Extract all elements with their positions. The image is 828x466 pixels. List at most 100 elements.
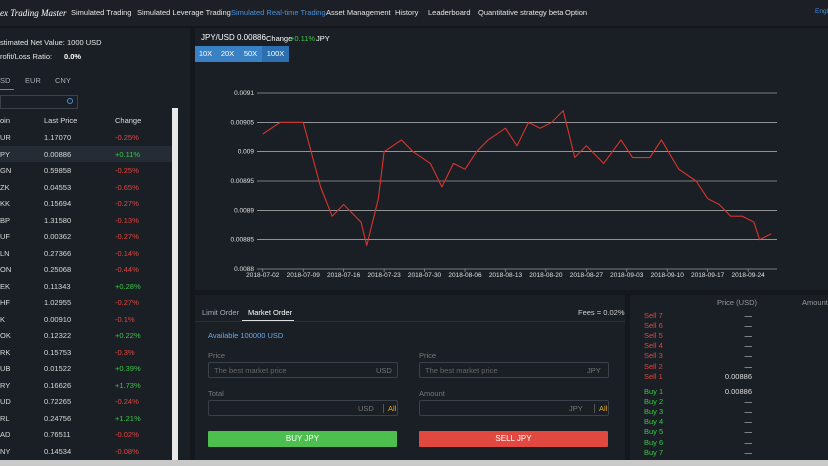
leverage-button[interactable]: 100X: [262, 46, 289, 62]
price-unit: USD: [376, 366, 392, 375]
book-price: —: [744, 341, 753, 351]
coin[interactable]: GN: [0, 166, 12, 175]
coin[interactable]: UR: [0, 133, 11, 142]
last-price: 0.59858: [44, 166, 72, 175]
change: -0.14%: [115, 248, 139, 258]
change: +0.11%: [115, 149, 141, 159]
list-scrollbar: [172, 108, 178, 460]
change-label: Change: [266, 34, 293, 43]
leverage-button[interactable]: 50X: [239, 46, 262, 62]
nav-item[interactable]: Option: [565, 8, 588, 17]
book-side: Buy 3: [644, 407, 664, 417]
all[interactable]: All: [383, 404, 396, 413]
column-header: oin: [0, 116, 11, 125]
search-box: [0, 95, 78, 109]
coin[interactable]: ZK: [0, 182, 10, 192]
nav-item[interactable]: Simulated Real-time Trading: [231, 8, 326, 17]
nav-item[interactable]: Quantitative strategy beta: [478, 8, 564, 17]
last-price: 0.00362: [44, 232, 72, 241]
change: +1.21%: [115, 413, 141, 423]
coin[interactable]: BP: [0, 215, 11, 225]
all[interactable]: All: [594, 404, 607, 413]
coin[interactable]: K: [0, 314, 6, 324]
nav-item[interactable]: Leaderboard: [428, 8, 471, 17]
nav-item[interactable]: Simulated Trading: [71, 8, 132, 17]
coin[interactable]: UB: [0, 364, 11, 373]
book-price: —: [744, 397, 753, 407]
coin[interactable]: HF: [0, 298, 10, 307]
sidebar: [0, 28, 190, 460]
coin[interactable]: OK: [0, 331, 11, 340]
pair: JPY/USD 0.00886: [201, 33, 266, 42]
total-label: Amount: [419, 389, 445, 398]
price-input: [419, 362, 609, 378]
last-price: 0.00886: [44, 149, 72, 159]
nav-item[interactable]: History: [395, 8, 419, 17]
coin[interactable]: KK: [0, 199, 11, 208]
change: -0.02%: [115, 430, 139, 439]
book-price: —: [744, 447, 753, 457]
order-book: [630, 295, 828, 460]
last-price: 0.72265: [44, 397, 72, 406]
divider: [195, 321, 625, 322]
last-price: 1.02955: [44, 298, 72, 307]
nav-item[interactable]: Asset Management: [326, 8, 391, 17]
coin[interactable]: PY: [0, 149, 11, 159]
change: -0.27%: [115, 298, 139, 307]
last-price: 0.01522: [44, 364, 72, 373]
ratio-label: rofit/Loss Ratio:: [0, 52, 53, 61]
book-side: Buy 2: [644, 397, 664, 407]
book-price: —: [744, 427, 753, 437]
book-price: —: [744, 407, 753, 417]
leverage-button[interactable]: 20X: [216, 46, 239, 62]
change: -0.25%: [115, 166, 139, 175]
buy-button[interactable]: BUY JPY: [208, 431, 397, 447]
book-side: Sell 6: [644, 321, 663, 331]
book-price: —: [744, 361, 753, 371]
currency-tab[interactable]: CNY: [55, 76, 71, 85]
change: +0.39%: [115, 364, 141, 373]
currency-tab[interactable]: EUR: [25, 76, 41, 85]
book-side: Sell 2: [644, 361, 663, 371]
sell-button[interactable]: SELL JPY: [419, 431, 608, 447]
currency-tab[interactable]: SD: [0, 76, 11, 85]
last-price: 0.12322: [44, 331, 72, 340]
coin[interactable]: LN: [0, 248, 10, 258]
placeholder: The best market price: [214, 366, 287, 375]
book-price: 0.00886: [724, 371, 752, 381]
coin[interactable]: UF: [0, 232, 10, 241]
book-header: Amount(L: [802, 298, 828, 307]
leverage-button[interactable]: 10X: [195, 46, 216, 62]
coin[interactable]: UD: [0, 397, 11, 406]
price-unit: JPY: [587, 366, 601, 375]
column-header: Change: [115, 116, 142, 125]
fees: Fees = 0.02%: [578, 308, 625, 317]
coin[interactable]: RL: [0, 413, 10, 423]
coin[interactable]: RK: [0, 347, 11, 357]
coin[interactable]: EK: [0, 281, 11, 291]
last-price: 0.16626: [44, 380, 72, 390]
book-price: —: [744, 321, 753, 331]
book-side: Buy 7: [644, 447, 664, 457]
total-label: Total: [208, 389, 224, 398]
change: -0.08%: [115, 446, 139, 456]
order-tab[interactable]: Market Order: [248, 308, 293, 317]
coin[interactable]: RY: [0, 380, 11, 390]
book-header: Price (USD): [717, 298, 758, 307]
coin[interactable]: ON: [0, 265, 12, 274]
book-side: Buy 1: [644, 387, 664, 396]
search-icon: [67, 98, 73, 104]
price-label: Price: [419, 351, 437, 360]
order-tab[interactable]: Limit Order: [202, 308, 240, 317]
book-price: 0.00886: [724, 387, 752, 396]
language[interactable]: Engli: [815, 8, 828, 15]
last-price: 1.17070: [44, 133, 72, 142]
coin[interactable]: AD: [0, 430, 11, 439]
coin[interactable]: NY: [0, 446, 11, 456]
last-price: 0.11343: [44, 281, 71, 291]
last-price: 1.31580: [44, 215, 72, 225]
book-side: Buy 6: [644, 437, 664, 447]
nav-bar: [0, 0, 828, 26]
nav-item[interactable]: Simulated Leverage Trading: [137, 8, 231, 17]
